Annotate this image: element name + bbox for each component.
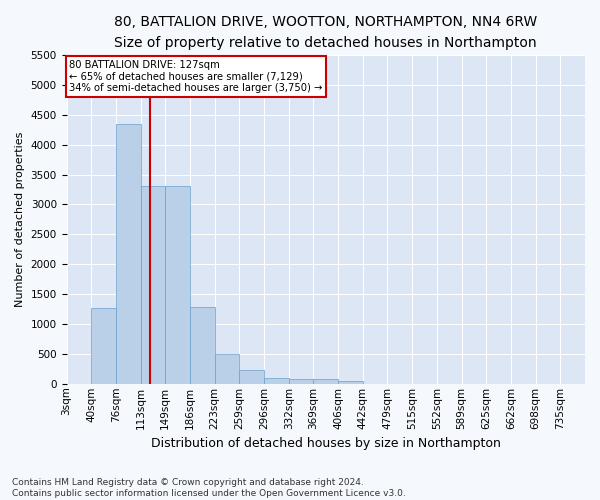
X-axis label: Distribution of detached houses by size in Northampton: Distribution of detached houses by size … xyxy=(151,437,501,450)
Text: Contains HM Land Registry data © Crown copyright and database right 2024.
Contai: Contains HM Land Registry data © Crown c… xyxy=(12,478,406,498)
Bar xyxy=(338,381,363,384)
Bar xyxy=(239,370,264,384)
Bar xyxy=(91,308,116,384)
Bar xyxy=(140,186,165,384)
Bar xyxy=(190,306,215,384)
Bar xyxy=(116,124,140,384)
Bar xyxy=(215,354,239,384)
Bar xyxy=(165,186,190,384)
Y-axis label: Number of detached properties: Number of detached properties xyxy=(15,132,25,307)
Bar xyxy=(313,380,338,384)
Text: 80 BATTALION DRIVE: 127sqm
← 65% of detached houses are smaller (7,129)
34% of s: 80 BATTALION DRIVE: 127sqm ← 65% of deta… xyxy=(69,60,322,93)
Title: 80, BATTALION DRIVE, WOOTTON, NORTHAMPTON, NN4 6RW
Size of property relative to : 80, BATTALION DRIVE, WOOTTON, NORTHAMPTO… xyxy=(114,15,538,50)
Bar xyxy=(289,380,313,384)
Bar xyxy=(264,378,289,384)
